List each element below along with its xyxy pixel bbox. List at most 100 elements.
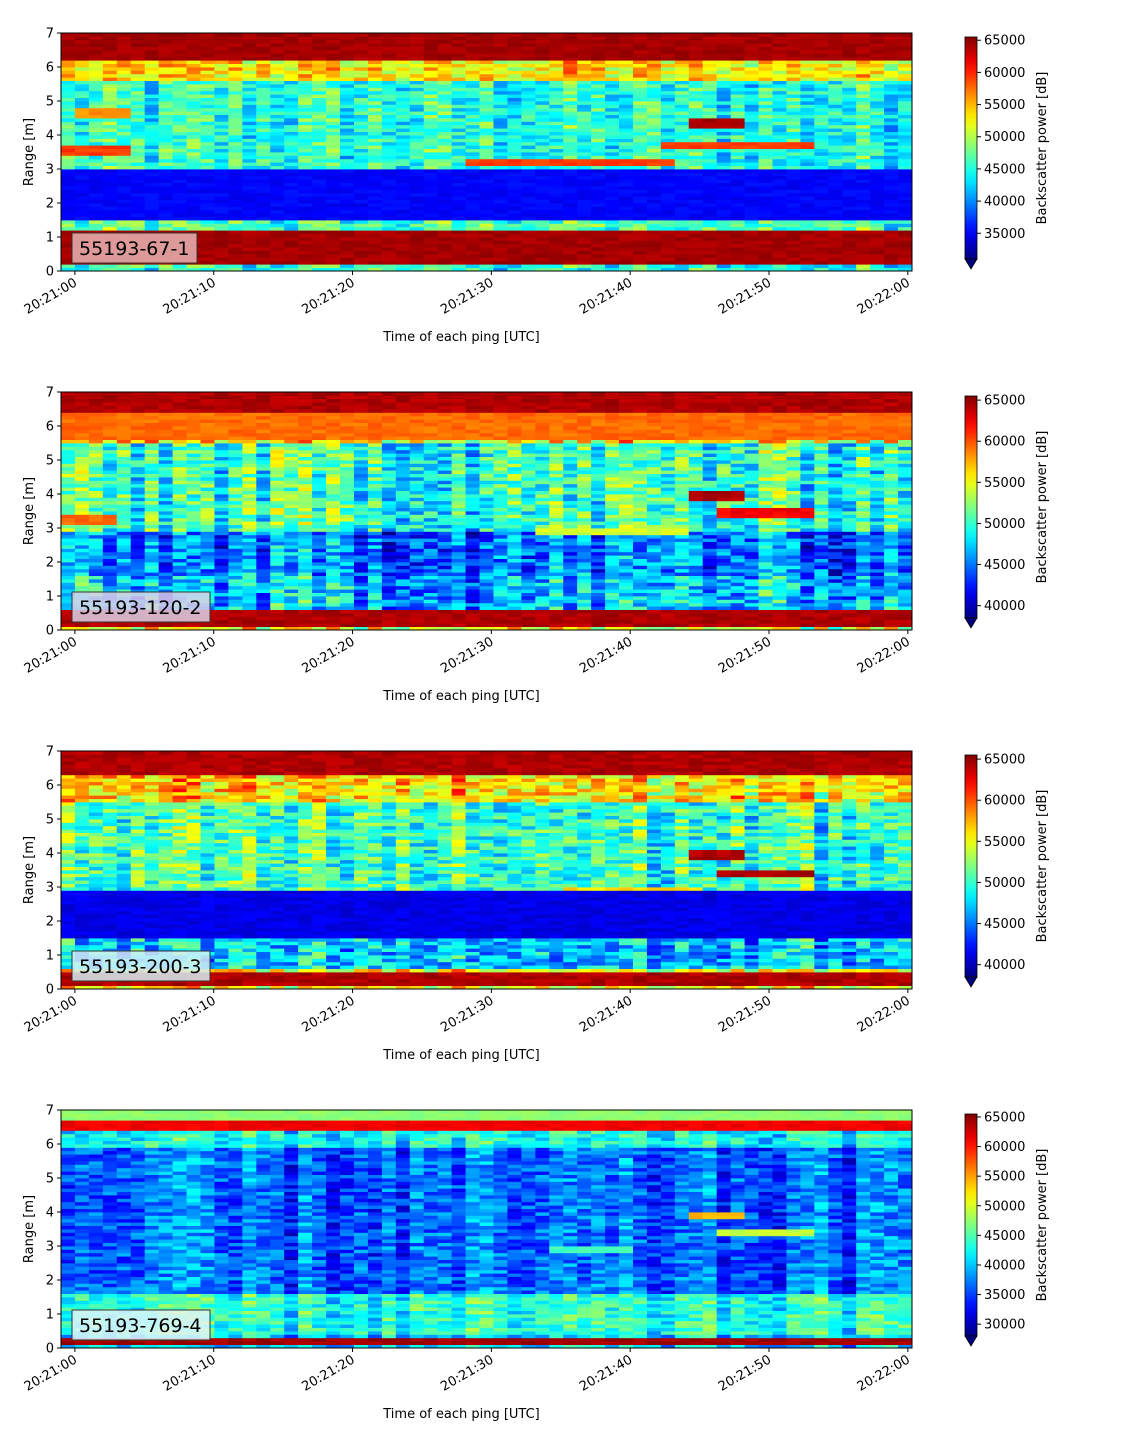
heatmap-cell xyxy=(74,579,90,583)
heatmap-cell xyxy=(423,260,439,265)
heatmap-cell xyxy=(88,70,104,75)
heatmap-cell xyxy=(786,53,801,58)
heatmap-cell xyxy=(312,230,327,234)
heatmap-cell xyxy=(535,124,550,129)
heatmap-cell xyxy=(144,555,160,559)
heatmap-cell xyxy=(437,192,453,197)
heatmap-cell xyxy=(353,53,369,58)
heatmap-cell xyxy=(367,46,383,51)
heatmap-cell xyxy=(312,264,327,268)
heatmap-cell xyxy=(898,94,913,98)
heatmap-cell xyxy=(549,155,564,160)
heatmap-cell xyxy=(479,240,494,245)
heatmap-cell xyxy=(479,60,494,64)
heatmap-cell xyxy=(367,138,383,143)
heatmap-cell xyxy=(716,46,732,51)
heatmap-cell xyxy=(716,209,732,214)
heatmap-cell xyxy=(814,118,829,122)
heatmap-cell xyxy=(856,104,871,109)
heatmap-cell xyxy=(842,114,857,119)
heatmap-cell xyxy=(772,141,787,146)
heatmap-cell xyxy=(228,148,243,153)
heatmap-cell xyxy=(800,84,815,88)
heatmap-cell xyxy=(102,84,118,88)
heatmap-cell xyxy=(828,67,843,71)
heatmap-cell xyxy=(158,145,174,149)
heatmap-cell xyxy=(186,548,201,553)
heatmap-cell xyxy=(828,63,843,68)
heatmap-cell xyxy=(61,46,76,51)
heatmap-cell xyxy=(158,128,174,132)
heatmap-cell xyxy=(102,46,118,51)
heatmap-cell xyxy=(395,56,411,61)
heatmap-cell xyxy=(730,260,745,265)
heatmap-cell xyxy=(144,267,160,272)
heatmap-cell xyxy=(786,247,801,251)
heatmap-cell xyxy=(116,470,132,474)
heatmap-cell xyxy=(688,145,704,149)
heatmap-cell xyxy=(88,483,104,488)
heatmap-cell xyxy=(591,172,606,177)
heatmap-cell xyxy=(605,199,620,204)
heatmap-cell xyxy=(409,33,425,37)
heatmap-cell xyxy=(549,254,564,258)
heatmap-cell xyxy=(144,220,160,224)
heatmap-cell xyxy=(158,568,174,573)
heatmap-cell xyxy=(744,175,759,180)
heatmap-cell xyxy=(800,158,815,163)
heatmap-cell xyxy=(814,189,829,194)
heatmap-cell xyxy=(74,264,90,268)
heatmap-cell xyxy=(158,43,174,47)
heatmap-cell xyxy=(381,247,397,251)
heatmap-cell xyxy=(674,220,690,224)
heatmap-cell xyxy=(172,114,187,119)
heatmap-cell xyxy=(674,111,690,115)
heatmap-cell xyxy=(158,80,174,85)
heatmap-cell xyxy=(786,63,801,68)
heatmap-cell xyxy=(646,77,662,81)
heatmap-cell xyxy=(186,589,201,593)
heatmap-cell xyxy=(870,138,885,143)
heatmap-cell xyxy=(619,90,634,95)
heatmap-cell xyxy=(535,254,550,258)
heatmap-cell xyxy=(158,456,174,461)
heatmap-cell xyxy=(312,33,327,37)
heatmap-cell xyxy=(158,626,174,631)
heatmap-cell xyxy=(856,94,871,98)
heatmap-cell xyxy=(479,33,494,37)
heatmap-cell xyxy=(744,179,759,183)
heatmap-cell xyxy=(326,33,341,37)
heatmap-cell xyxy=(256,189,271,194)
heatmap-cell xyxy=(451,148,466,153)
heatmap-cell xyxy=(172,101,187,105)
heatmap-cell xyxy=(800,60,815,64)
heatmap-cell xyxy=(730,175,745,180)
heatmap-cell xyxy=(898,196,913,200)
heatmap-cell xyxy=(898,135,913,139)
heatmap-cell xyxy=(563,179,578,183)
heatmap-cell xyxy=(800,124,815,129)
heatmap-cell xyxy=(242,182,257,187)
heatmap-cell xyxy=(870,53,885,58)
heatmap-cell xyxy=(340,206,355,211)
heatmap-cell xyxy=(563,206,578,211)
heatmap-cell xyxy=(116,172,132,177)
heatmap-cell xyxy=(88,504,104,508)
heatmap-cell xyxy=(814,131,829,136)
heatmap-cell xyxy=(744,97,759,102)
heatmap-cell xyxy=(437,247,453,251)
heatmap-cell xyxy=(298,267,313,272)
heatmap-cell xyxy=(200,250,215,255)
heatmap-cell xyxy=(646,63,662,68)
colorbar-tick-label: 65000 xyxy=(984,34,1025,49)
heatmap-cell xyxy=(102,483,118,488)
heatmap-cell xyxy=(465,84,480,88)
heatmap-cell xyxy=(507,70,522,75)
heatmap-cell xyxy=(730,213,745,217)
heatmap-cell xyxy=(619,111,634,115)
heatmap-cell xyxy=(451,216,466,221)
heatmap-cell xyxy=(130,494,146,498)
heatmap-cell xyxy=(898,158,913,163)
heatmap-cell xyxy=(577,223,592,228)
heatmap-cell xyxy=(284,107,299,112)
